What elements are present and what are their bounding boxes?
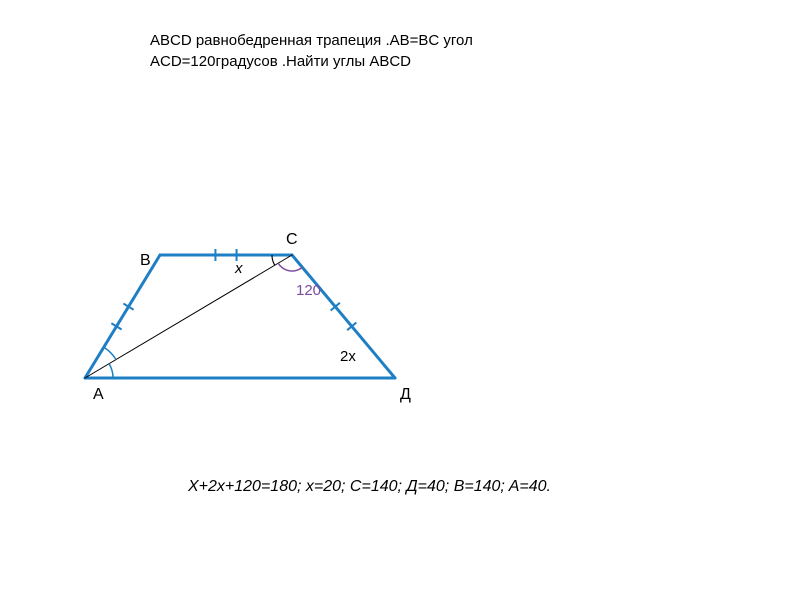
- angle-label-2x: 2x: [340, 348, 356, 365]
- vertex-label-A: A: [93, 386, 104, 404]
- trapezoid-diagram: [0, 0, 800, 600]
- solution-line: X+2x+120=180; x=20; C=140; Д=40; B=140; …: [188, 478, 551, 496]
- vertex-label-C: C: [286, 231, 298, 249]
- vertex-label-D: Д: [400, 386, 411, 404]
- angle-label-120: 120: [296, 282, 321, 299]
- vertex-label-B: B: [140, 252, 151, 270]
- angle-label-x: x: [235, 260, 243, 277]
